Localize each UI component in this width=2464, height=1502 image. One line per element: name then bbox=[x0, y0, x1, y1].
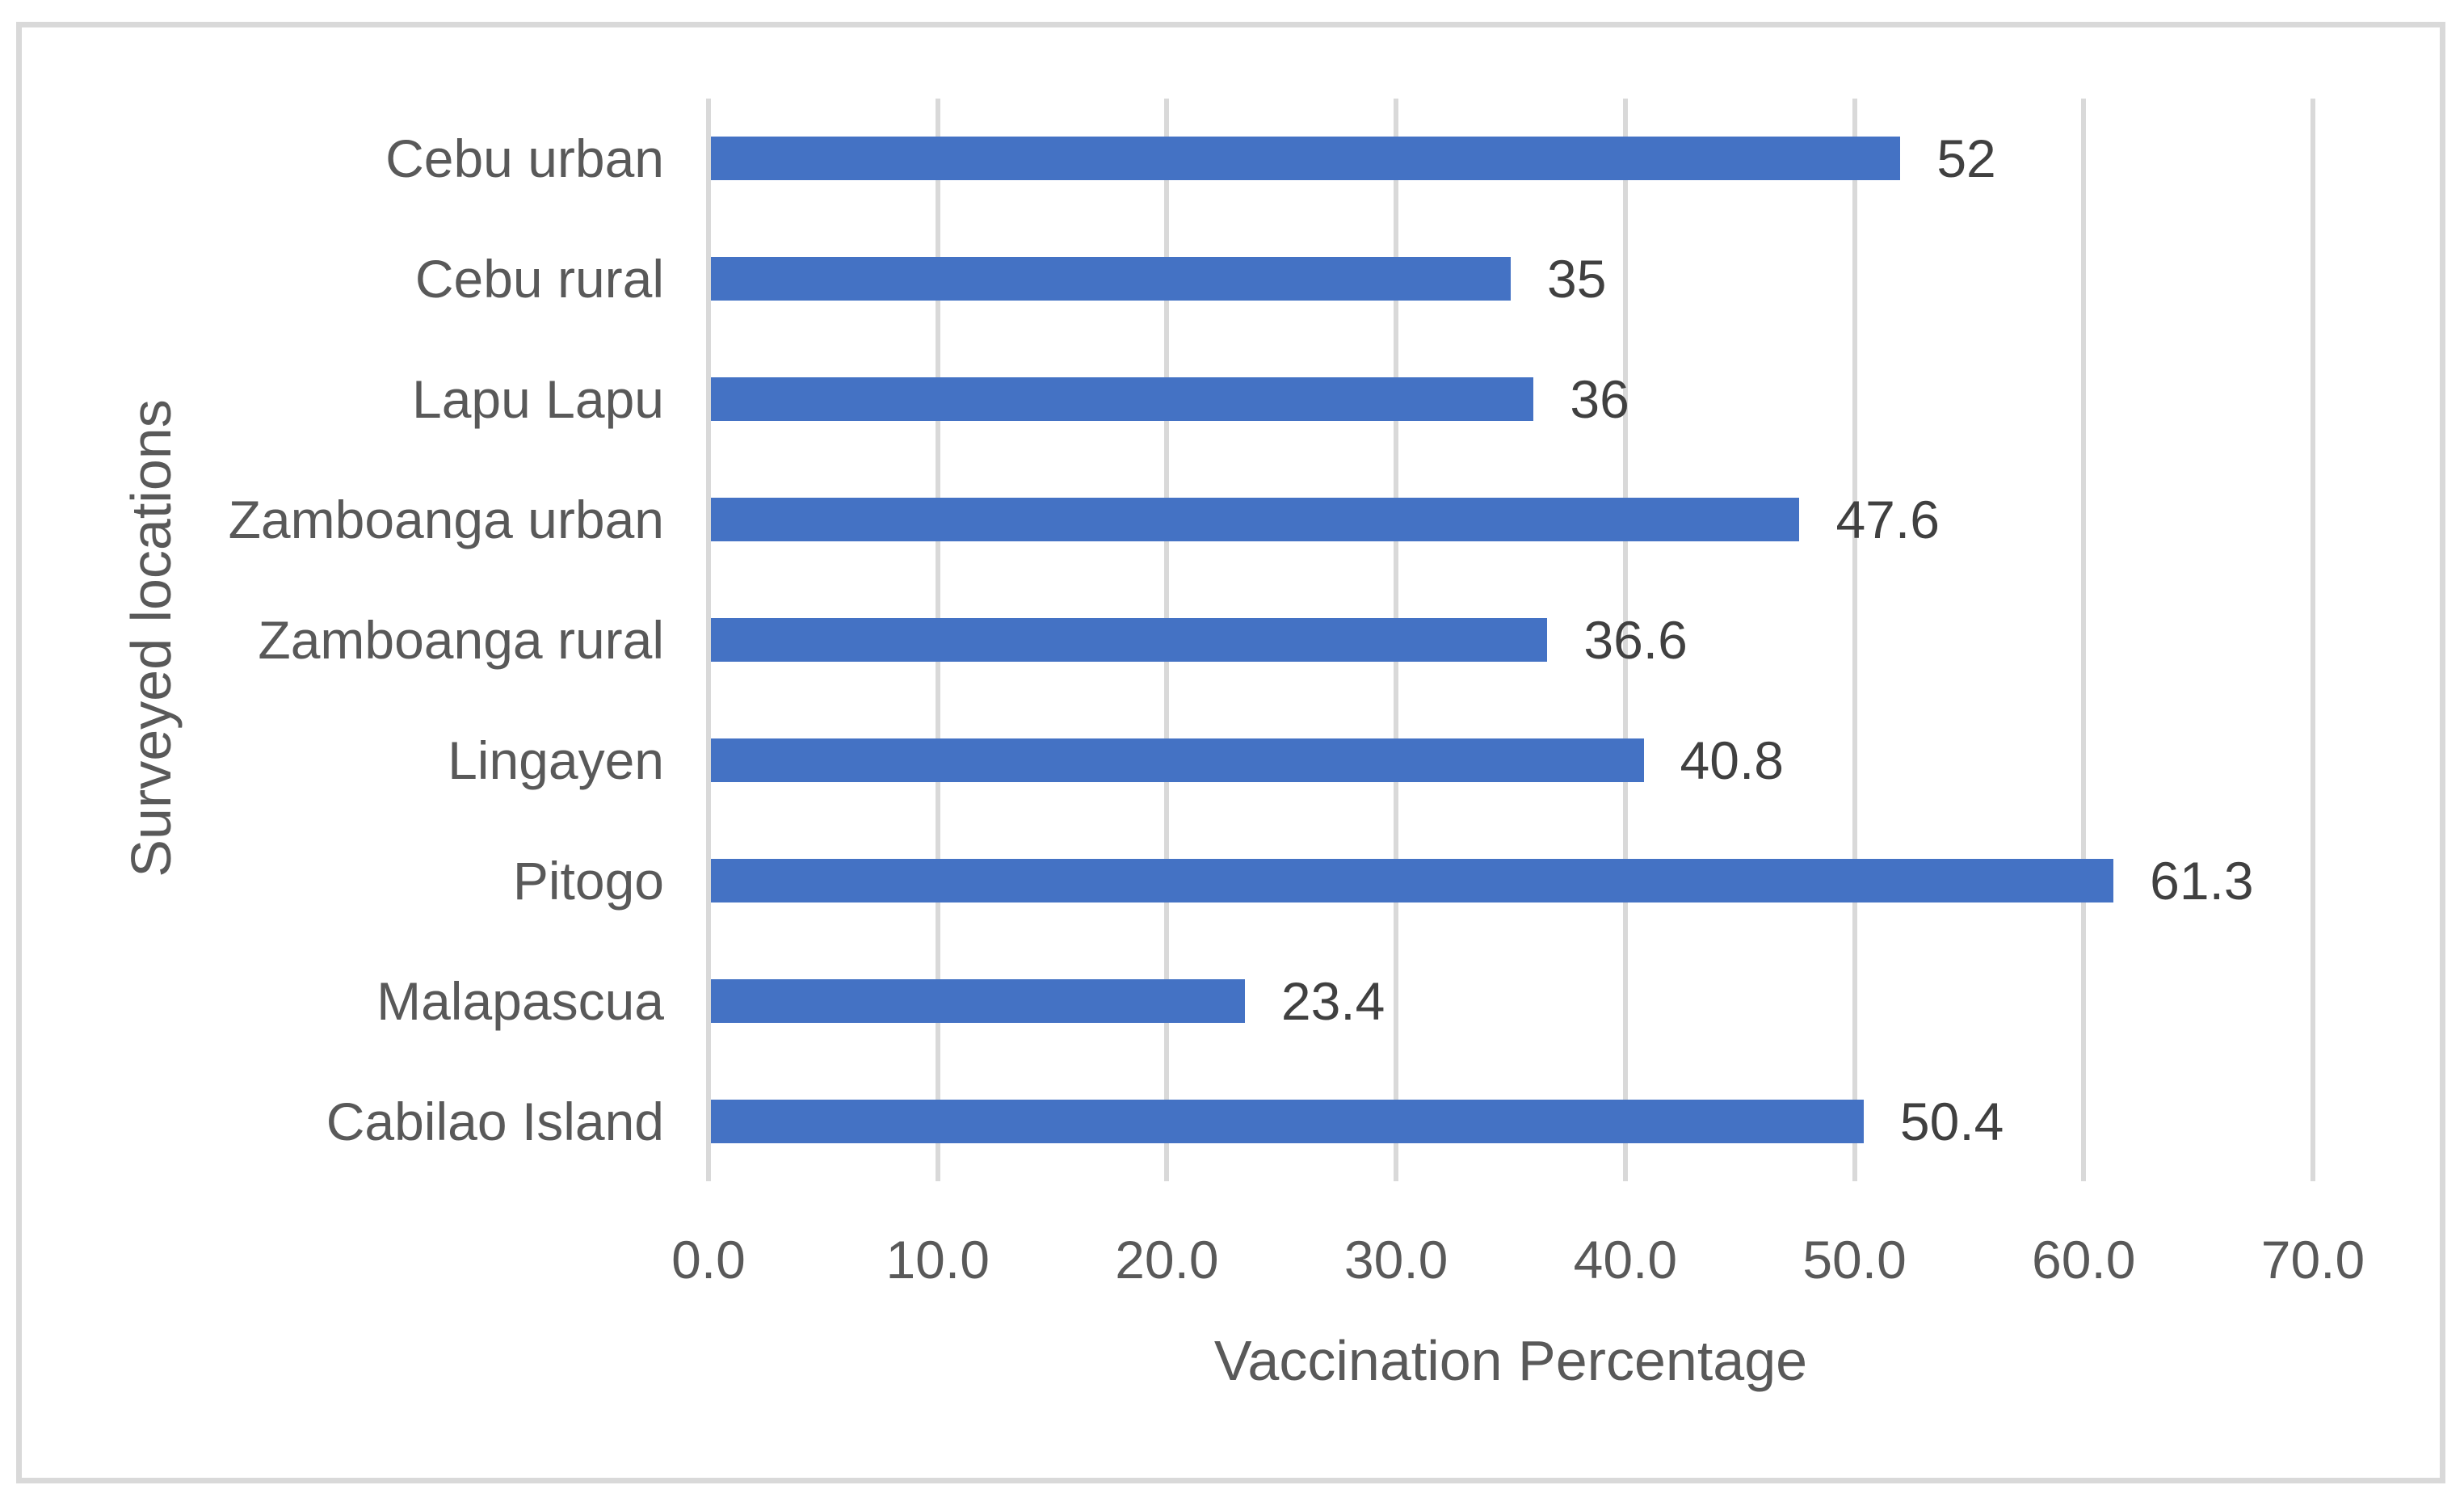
plot-area bbox=[706, 99, 2315, 1181]
gridline-x-50.0 bbox=[1852, 99, 1857, 1181]
bar-malapascua bbox=[711, 978, 1245, 1023]
bar-lingayen bbox=[711, 738, 1644, 782]
bar-pitogo bbox=[711, 858, 2114, 902]
gridline-x-60.0 bbox=[2081, 99, 2087, 1181]
bar-zamboanga-urban bbox=[711, 498, 1800, 542]
bar-cebu-rural bbox=[711, 257, 1511, 301]
bar-zamboanga-rural bbox=[711, 618, 1548, 662]
gridline-x-40.0 bbox=[1622, 99, 1628, 1181]
gridline-x-70.0 bbox=[2311, 99, 2315, 1181]
gridline-x-0.0 bbox=[706, 99, 711, 1181]
bar-cabilao-island bbox=[711, 1099, 1864, 1143]
bar-cebu-urban bbox=[711, 137, 1901, 181]
bar-lapu-lapu bbox=[711, 377, 1534, 422]
